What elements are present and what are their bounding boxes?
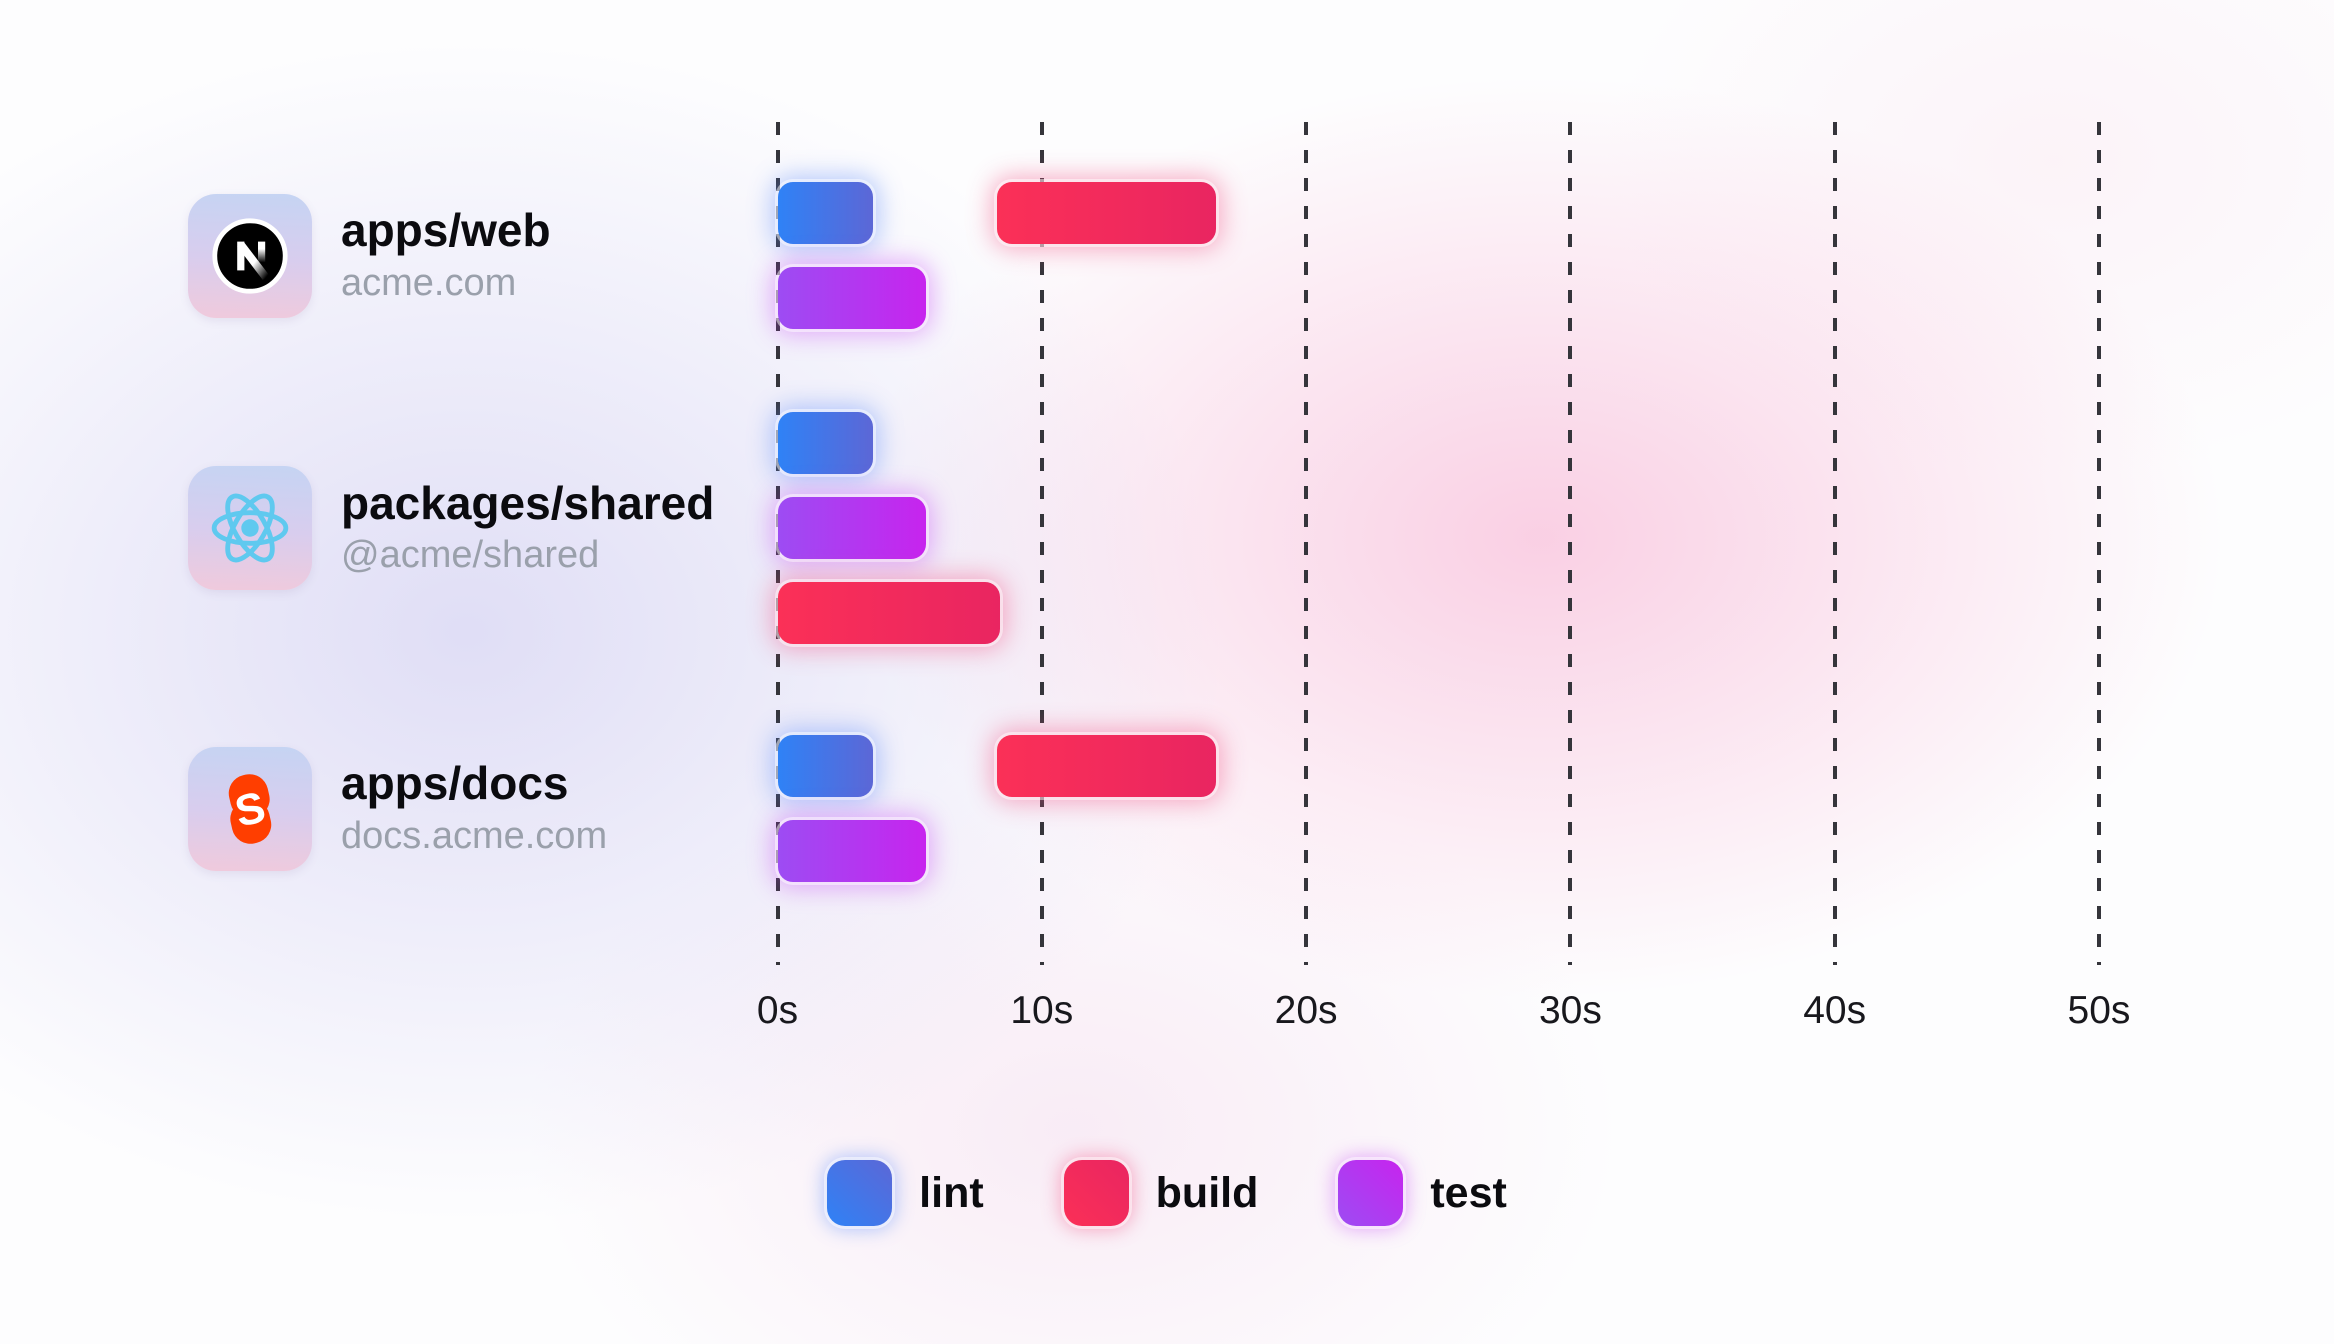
nextjs-logo [212,217,288,294]
packages-shared-test-bar[interactable] [777,497,926,559]
legend-item-build[interactable]: build [1063,1160,1259,1226]
gridline-10s [1039,122,1044,965]
legend-item-test[interactable]: test [1338,1160,1507,1226]
gridline-40s [1832,122,1837,965]
legend-item-lint[interactable]: lint [827,1160,984,1226]
apps-web-test-bar[interactable] [777,267,926,329]
axis-tick-10s: 10s [1010,989,1074,1032]
axis-tick-30s: 30s [1538,989,1602,1032]
gridline-30s [1568,122,1573,965]
gridline-50s [2097,122,2101,965]
react-icon [188,466,312,590]
package-name: apps/web [341,204,551,257]
axis-tick-0s: 0s [756,989,799,1032]
nextjs-icon [188,193,312,318]
legend-label-build: build [1155,1168,1259,1217]
apps-docs-build-bar[interactable] [996,735,1217,797]
packages-shared-build-bar[interactable] [777,582,1000,644]
legend-swatch-build [1063,1160,1129,1226]
packages-shared-lint-bar[interactable] [777,412,873,474]
react-logo [211,493,289,563]
package-domain: acme.com [341,261,517,304]
package-domain: docs.acme.com [341,814,608,857]
package-name: packages/shared [341,476,715,529]
package-info: apps/web acme.com [341,182,551,329]
legend-swatch-lint [827,1160,893,1226]
svelte-logo: S [228,773,272,844]
apps-docs-lint-bar[interactable] [777,735,873,797]
axis-tick-40s: 40s [1803,989,1867,1032]
legend-label-lint: lint [919,1168,984,1217]
package-info: apps/docs docs.acme.com [341,735,607,882]
apps-docs-test-bar[interactable] [777,820,926,882]
package-info: packages/shared @acme/shared [341,412,714,644]
legend-swatch-test [1338,1160,1404,1226]
package-name: apps/docs [341,757,569,810]
apps-web-lint-bar[interactable] [777,182,873,244]
axis-tick-20s: 20s [1274,989,1338,1032]
axis-tick-50s: 50s [2067,989,2131,1032]
legend: lint build test [0,1160,2334,1226]
apps-web-build-bar[interactable] [996,182,1217,244]
legend-label-test: test [1430,1168,1507,1217]
gridline-20s [1304,122,1309,965]
svelte-icon: S [188,746,312,871]
package-domain: @acme/shared [341,534,600,577]
